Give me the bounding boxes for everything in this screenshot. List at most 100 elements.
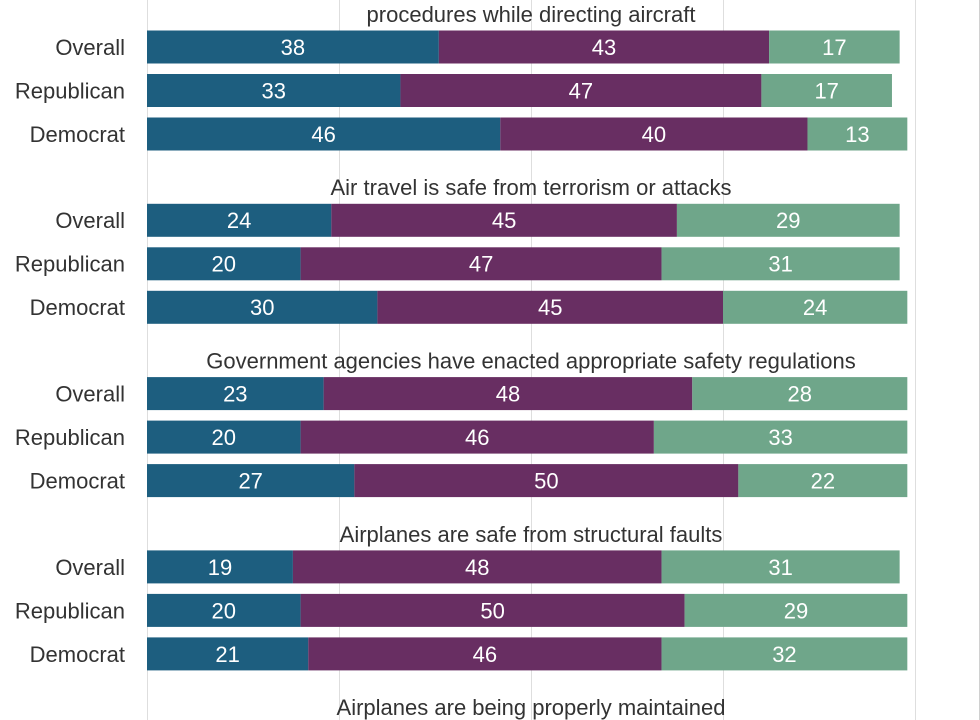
chart-panel: Airplanes are being properly maintained: [337, 695, 726, 720]
chart-panel: Government agencies have enacted appropr…: [15, 349, 908, 498]
bar-segment: [438, 30, 770, 64]
bar-segment: [676, 203, 900, 237]
bar-value-label: 45: [538, 295, 562, 320]
bar-segment: [661, 637, 908, 671]
panel-title: Airplanes are being properly maintained: [337, 695, 726, 720]
bar-row: Republican 20 47 31: [15, 247, 900, 281]
category-label: Republican: [15, 425, 125, 450]
bar-segment: [147, 247, 301, 281]
bar-value-label: 17: [822, 35, 846, 60]
bar-value-label: 24: [803, 295, 827, 320]
panel-title: Airplanes are safe from structural fault…: [340, 522, 723, 547]
bar-segment: [500, 117, 808, 151]
bar-value-label: 27: [238, 469, 262, 494]
bar-value-label: 29: [776, 208, 800, 233]
bar-segment: [300, 593, 685, 627]
bar-segment: [377, 290, 723, 324]
category-label: Overall: [55, 208, 125, 233]
bar-segment: [147, 377, 324, 411]
bar-value-label: 17: [814, 78, 838, 103]
bar-value-label: 28: [788, 382, 812, 407]
bar-value-label: 13: [845, 122, 869, 147]
bar-value-label: 48: [465, 555, 489, 580]
bar-segment: [300, 247, 662, 281]
bar-value-label: 23: [223, 382, 247, 407]
bar-value-label: 20: [212, 252, 236, 277]
category-label: Overall: [55, 382, 125, 407]
bar-segment: [300, 420, 654, 454]
panel-title: Government agencies have enacted appropr…: [206, 349, 855, 374]
bar-value-label: 38: [281, 35, 305, 60]
bar-segment: [147, 593, 301, 627]
bar-segment: [147, 420, 301, 454]
bar-value-label: 47: [569, 78, 593, 103]
bar-value-label: 43: [592, 35, 616, 60]
category-label: Republican: [15, 598, 125, 623]
bar-value-label: 46: [465, 425, 489, 450]
bar-value-label: 30: [250, 295, 274, 320]
bar-row: Overall 24 45 29: [55, 203, 900, 237]
bar-segment: [761, 74, 892, 107]
bar-value-label: 21: [215, 642, 239, 667]
bar-row: Democrat 30 45 24: [30, 290, 908, 324]
bar-segment: [738, 464, 908, 498]
bar-value-label: 47: [469, 252, 493, 277]
bar-value-label: 20: [212, 598, 236, 623]
bar-segment: [147, 637, 309, 671]
bar-segment: [147, 203, 332, 237]
bar-value-label: 40: [642, 122, 666, 147]
category-label: Democrat: [30, 469, 125, 494]
bar-row: Republican 33 47 17: [15, 74, 892, 107]
bar-value-label: 45: [492, 208, 516, 233]
bar-value-label: 29: [784, 598, 808, 623]
category-label: Republican: [15, 252, 125, 277]
bar-segment: [684, 593, 908, 627]
bar-segment: [147, 74, 401, 107]
bar-value-label: 24: [227, 208, 251, 233]
bar-value-label: 46: [311, 122, 335, 147]
bar-segment: [692, 377, 908, 411]
bar-segment: [308, 637, 662, 671]
bar-row: Republican 20 50 29: [15, 593, 908, 627]
category-label: Republican: [15, 78, 125, 103]
chart-panel: Air travel is safe from terrorism or att…: [15, 175, 908, 324]
bar-segment: [147, 464, 355, 498]
bar-value-label: 32: [772, 642, 796, 667]
bar-segment: [331, 203, 677, 237]
category-label: Democrat: [30, 122, 125, 147]
bar-row: Democrat 27 50 22: [30, 464, 908, 498]
category-label: Democrat: [30, 642, 125, 667]
bar-value-label: 50: [534, 469, 558, 494]
bar-segment: [147, 117, 501, 151]
bar-segment: [147, 550, 293, 584]
bar-value-label: 31: [768, 252, 792, 277]
panel-title: procedures while directing aircraft: [367, 2, 696, 27]
bar-row: Overall 19 48 31: [55, 550, 900, 584]
bar-value-label: 46: [473, 642, 497, 667]
bar-row: Republican 20 46 33: [15, 420, 908, 454]
bar-value-label: 31: [768, 555, 792, 580]
category-label: Democrat: [30, 295, 125, 320]
bar-row: Overall 38 43 17: [55, 30, 900, 64]
category-label: Overall: [55, 35, 125, 60]
bar-segment: [807, 117, 908, 151]
panel-title: Air travel is safe from terrorism or att…: [331, 175, 732, 200]
bar-value-label: 48: [496, 382, 520, 407]
bar-segment: [354, 464, 739, 498]
bar-segment: [400, 74, 762, 107]
bar-row: Democrat 46 40 13: [30, 117, 908, 151]
bar-value-label: 33: [768, 425, 792, 450]
bar-segment: [323, 377, 693, 411]
bar-value-label: 33: [261, 78, 285, 103]
bar-segment: [661, 247, 900, 281]
bar-segment: [661, 550, 900, 584]
bar-segment: [147, 30, 439, 64]
bar-segment: [147, 290, 378, 324]
chart-panel: procedures while directing aircraft Overa…: [15, 2, 908, 151]
bar-value-label: 19: [208, 555, 232, 580]
bar-value-label: 20: [212, 425, 236, 450]
bar-segment: [723, 290, 908, 324]
bar-segment: [653, 420, 908, 454]
bar-value-label: 50: [480, 598, 504, 623]
bar-segment: [769, 30, 900, 64]
